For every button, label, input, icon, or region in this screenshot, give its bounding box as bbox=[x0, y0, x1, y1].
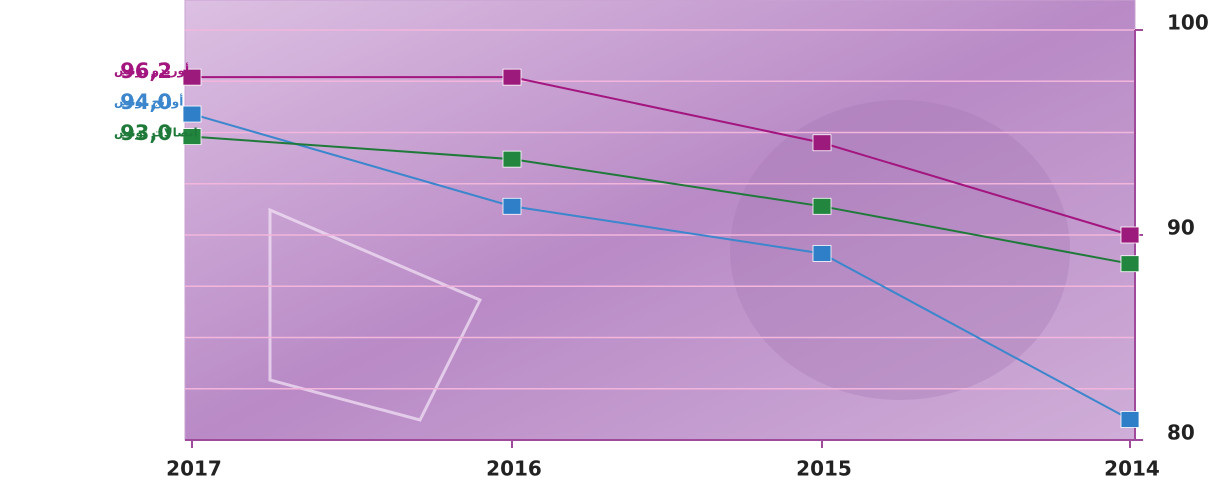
y-tick-label: 100 bbox=[1167, 11, 1209, 35]
marker bbox=[503, 69, 521, 85]
background-figure bbox=[730, 100, 1070, 400]
marker bbox=[1121, 412, 1139, 428]
legend-label: اتصالات تونس bbox=[114, 126, 198, 141]
x-tick-label: 2014 bbox=[1104, 457, 1160, 481]
legend-label: أوريدو تونس bbox=[114, 63, 189, 79]
x-tick-label: 2017 bbox=[166, 457, 222, 481]
x-tick-label: 2016 bbox=[486, 457, 542, 481]
marker bbox=[813, 245, 831, 261]
marker bbox=[1121, 256, 1139, 272]
marker bbox=[183, 106, 201, 122]
legend-label: أورنج تونس bbox=[114, 94, 183, 110]
marker bbox=[503, 198, 521, 214]
y-tick-label: 80 bbox=[1167, 421, 1195, 445]
marker bbox=[813, 135, 831, 151]
y-tick-label: 90 bbox=[1167, 216, 1195, 240]
marker bbox=[813, 198, 831, 214]
chart: 8090100201720162015201496,2أوريدو تونس94… bbox=[0, 0, 1218, 486]
marker bbox=[503, 151, 521, 167]
x-tick-label: 2015 bbox=[796, 457, 852, 481]
marker bbox=[1121, 227, 1139, 243]
